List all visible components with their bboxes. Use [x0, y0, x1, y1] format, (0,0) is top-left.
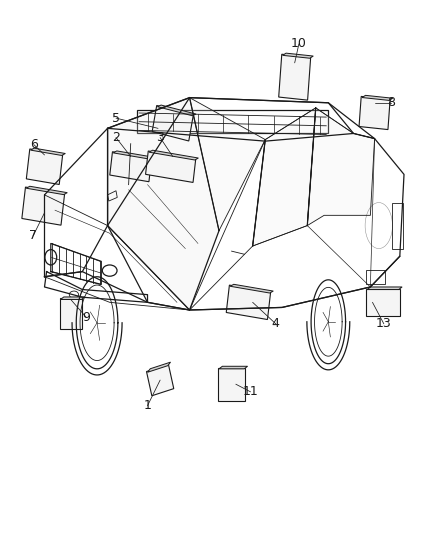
- FancyBboxPatch shape: [22, 187, 65, 225]
- Polygon shape: [149, 150, 198, 160]
- FancyBboxPatch shape: [146, 365, 174, 396]
- Polygon shape: [157, 105, 196, 116]
- Text: 3: 3: [156, 131, 164, 144]
- Text: 6: 6: [30, 138, 38, 151]
- Polygon shape: [26, 186, 67, 195]
- Polygon shape: [367, 287, 402, 289]
- Text: 4: 4: [272, 317, 280, 330]
- Text: 5: 5: [112, 111, 120, 125]
- Polygon shape: [253, 108, 316, 246]
- Text: 11: 11: [243, 385, 258, 398]
- FancyBboxPatch shape: [152, 106, 193, 141]
- FancyBboxPatch shape: [226, 285, 271, 319]
- FancyBboxPatch shape: [26, 149, 63, 184]
- FancyBboxPatch shape: [279, 54, 311, 100]
- Polygon shape: [108, 98, 219, 310]
- Polygon shape: [31, 148, 65, 156]
- Text: 8: 8: [387, 96, 396, 109]
- Text: 2: 2: [112, 131, 120, 144]
- Polygon shape: [60, 297, 85, 300]
- Text: 7: 7: [29, 229, 37, 243]
- Text: 9: 9: [83, 311, 91, 324]
- FancyBboxPatch shape: [359, 96, 390, 130]
- Polygon shape: [148, 362, 170, 372]
- Text: 10: 10: [291, 37, 307, 51]
- FancyBboxPatch shape: [60, 298, 82, 329]
- Polygon shape: [113, 151, 154, 159]
- Polygon shape: [190, 98, 265, 231]
- FancyBboxPatch shape: [366, 288, 399, 316]
- Polygon shape: [283, 53, 313, 58]
- Text: 13: 13: [376, 317, 392, 330]
- FancyBboxPatch shape: [110, 152, 152, 182]
- Polygon shape: [362, 95, 393, 100]
- Text: 1: 1: [144, 399, 152, 412]
- FancyBboxPatch shape: [145, 151, 196, 182]
- Polygon shape: [219, 366, 247, 369]
- Polygon shape: [230, 284, 273, 293]
- FancyBboxPatch shape: [218, 368, 245, 401]
- Polygon shape: [307, 108, 374, 225]
